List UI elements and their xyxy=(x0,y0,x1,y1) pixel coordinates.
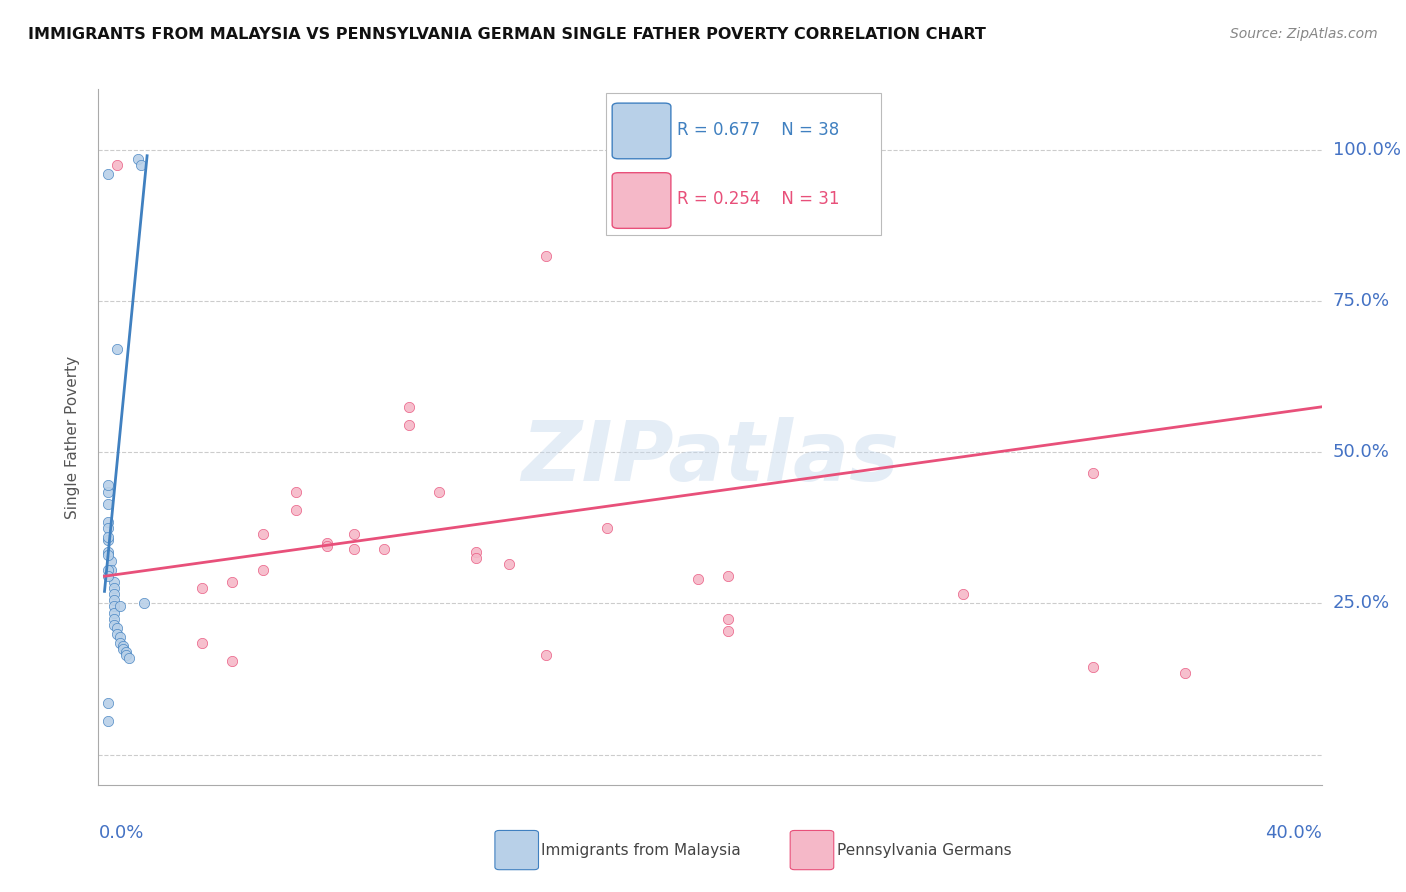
Point xyxy=(285,484,308,499)
Point xyxy=(315,539,337,553)
Point xyxy=(96,497,118,511)
Point xyxy=(96,714,118,729)
Point xyxy=(315,536,337,550)
Point xyxy=(96,167,118,181)
Point xyxy=(398,417,420,432)
Point xyxy=(96,533,118,547)
Text: 40.0%: 40.0% xyxy=(1265,824,1322,842)
Point xyxy=(498,557,520,571)
Text: 75.0%: 75.0% xyxy=(1333,292,1391,310)
Point xyxy=(595,521,617,535)
Point xyxy=(111,639,134,653)
Point xyxy=(96,521,118,535)
Point xyxy=(103,582,125,596)
Point xyxy=(105,621,128,635)
Text: Source: ZipAtlas.com: Source: ZipAtlas.com xyxy=(1230,27,1378,41)
Point xyxy=(103,617,125,632)
Point xyxy=(221,654,243,668)
Point xyxy=(103,593,125,607)
Point xyxy=(1083,660,1105,674)
Y-axis label: Single Father Poverty: Single Father Poverty xyxy=(65,356,80,518)
Point xyxy=(96,484,118,499)
Point xyxy=(105,343,128,357)
Point xyxy=(717,611,740,625)
Point xyxy=(464,545,486,559)
Point xyxy=(686,572,709,586)
Point xyxy=(105,158,128,172)
Point xyxy=(132,597,155,611)
Point xyxy=(100,554,122,568)
Text: IMMIGRANTS FROM MALAYSIA VS PENNSYLVANIA GERMAN SINGLE FATHER POVERTY CORRELATIO: IMMIGRANTS FROM MALAYSIA VS PENNSYLVANIA… xyxy=(28,27,986,42)
Text: 25.0%: 25.0% xyxy=(1333,594,1391,613)
Point xyxy=(103,606,125,620)
Point xyxy=(717,624,740,638)
Point xyxy=(373,541,395,556)
Point xyxy=(343,541,366,556)
Point xyxy=(252,563,274,577)
Point xyxy=(114,648,136,662)
Point xyxy=(96,478,118,492)
Point xyxy=(343,527,366,541)
Point xyxy=(534,249,557,263)
Text: Pennsylvania Germans: Pennsylvania Germans xyxy=(837,843,1011,857)
Point xyxy=(427,484,450,499)
Text: 50.0%: 50.0% xyxy=(1333,443,1389,461)
Text: R = 0.677    N = 38: R = 0.677 N = 38 xyxy=(678,120,839,138)
Text: 0.0%: 0.0% xyxy=(98,824,143,842)
Point xyxy=(191,582,214,596)
Point xyxy=(96,563,118,577)
Point xyxy=(1174,666,1197,681)
Point xyxy=(96,515,118,529)
Point xyxy=(105,626,128,640)
Text: 100.0%: 100.0% xyxy=(1333,141,1400,159)
Point xyxy=(96,696,118,710)
Point xyxy=(464,551,486,566)
Point xyxy=(717,569,740,583)
Point xyxy=(100,563,122,577)
Point xyxy=(103,575,125,590)
Point xyxy=(103,611,125,625)
Point xyxy=(96,530,118,544)
FancyBboxPatch shape xyxy=(612,173,671,228)
Point xyxy=(96,569,118,583)
Point xyxy=(221,575,243,590)
Point xyxy=(108,630,131,644)
Point xyxy=(103,599,125,614)
Text: Immigrants from Malaysia: Immigrants from Malaysia xyxy=(541,843,741,857)
Point xyxy=(952,587,974,601)
FancyBboxPatch shape xyxy=(612,103,671,159)
Point xyxy=(285,502,308,516)
Point xyxy=(108,636,131,650)
Point xyxy=(111,641,134,656)
Point xyxy=(252,527,274,541)
Point xyxy=(118,651,141,665)
Point xyxy=(129,158,152,172)
Point xyxy=(96,548,118,562)
Point xyxy=(108,599,131,614)
Text: R = 0.254    N = 31: R = 0.254 N = 31 xyxy=(678,190,839,208)
Point xyxy=(127,152,149,166)
Point xyxy=(534,648,557,662)
Point xyxy=(96,545,118,559)
Point xyxy=(398,400,420,414)
Point xyxy=(191,636,214,650)
Point xyxy=(1083,467,1105,481)
Point xyxy=(114,645,136,659)
Point xyxy=(103,587,125,601)
FancyBboxPatch shape xyxy=(606,93,882,235)
Text: ZIPatlas: ZIPatlas xyxy=(522,417,898,499)
